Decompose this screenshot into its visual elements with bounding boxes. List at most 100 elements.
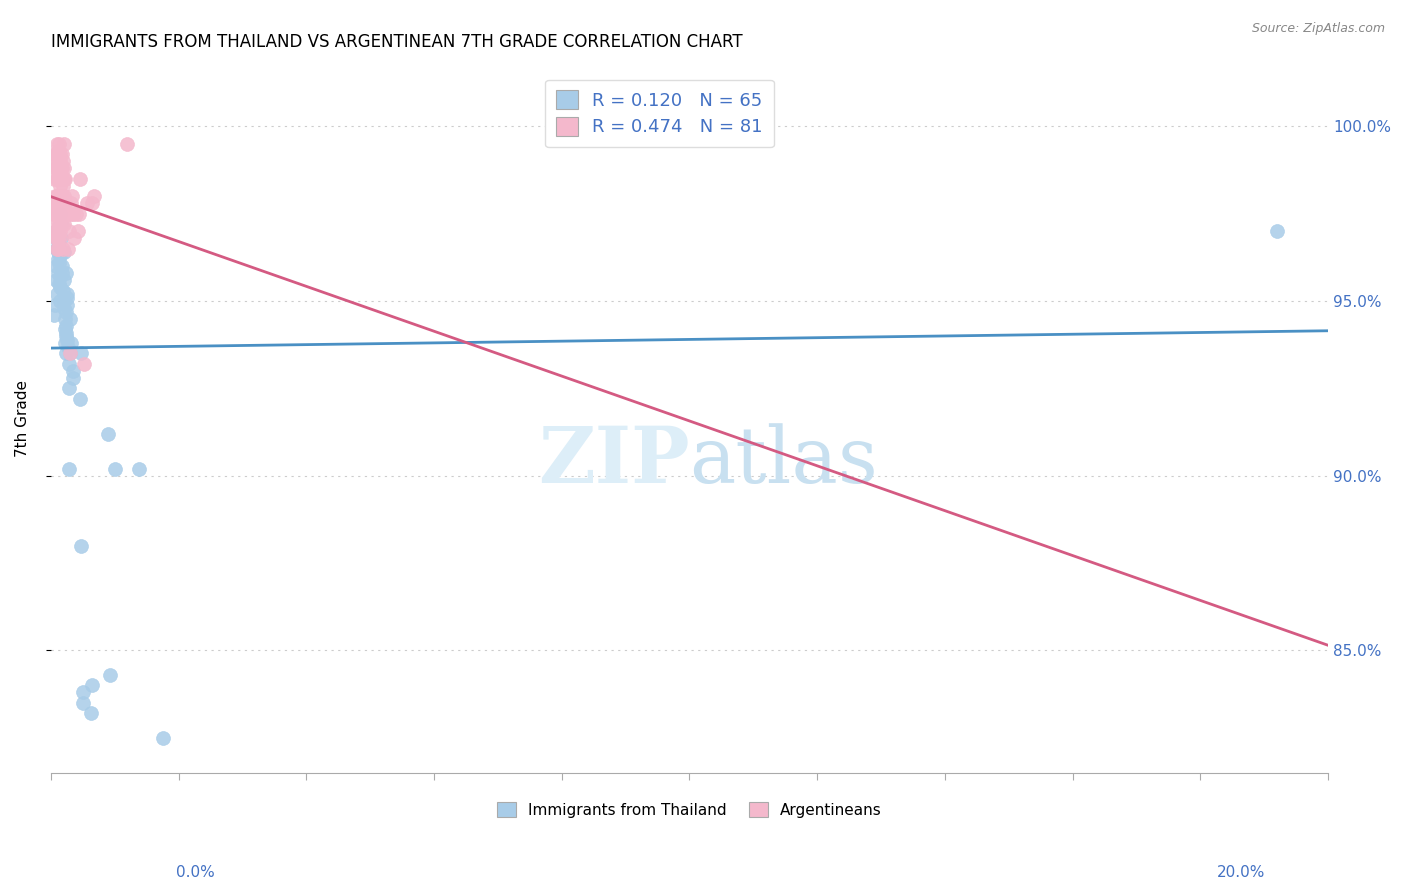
Point [56, 242, 79, 256]
Point [55, 207, 77, 221]
Point [45, 161, 67, 176]
Point [49, 224, 72, 238]
Point [49, 196, 72, 211]
Point [49, 280, 72, 294]
Point [67, 224, 90, 238]
Point [98, 668, 121, 682]
Point [45, 231, 67, 245]
Point [44, 297, 66, 311]
Point [60, 196, 83, 211]
Point [80, 706, 103, 721]
Point [152, 731, 174, 745]
Point [72, 696, 94, 710]
Point [46, 242, 69, 256]
Point [49, 231, 72, 245]
Point [51, 266, 73, 280]
Point [42, 171, 65, 186]
Point [82, 678, 104, 692]
Point [46, 147, 69, 161]
Point [48, 207, 70, 221]
Point [48, 217, 70, 231]
Point [55, 329, 77, 343]
Point [44, 147, 66, 161]
Point [1265, 224, 1288, 238]
Point [53, 189, 76, 203]
Point [58, 224, 80, 238]
Point [59, 311, 82, 326]
Point [48, 245, 70, 260]
Point [48, 255, 70, 269]
Point [58, 357, 80, 371]
Point [76, 196, 98, 211]
Point [49, 231, 72, 245]
Point [46, 266, 69, 280]
Point [42, 207, 65, 221]
Point [46, 196, 69, 211]
Point [51, 171, 73, 186]
Point [51, 161, 73, 176]
Point [48, 235, 70, 249]
Point [42, 196, 65, 211]
Point [49, 161, 72, 176]
Point [55, 346, 77, 360]
Point [52, 154, 75, 169]
Point [46, 189, 69, 203]
Legend: Immigrants from Thailand, Argentineans: Immigrants from Thailand, Argentineans [489, 794, 890, 825]
Point [49, 207, 72, 221]
Point [49, 217, 72, 231]
Point [53, 273, 76, 287]
Point [49, 269, 72, 284]
Point [59, 336, 82, 351]
Point [45, 171, 67, 186]
Point [56, 333, 79, 347]
Point [46, 213, 69, 227]
Point [55, 266, 77, 280]
Point [56, 339, 79, 353]
Point [44, 189, 66, 203]
Point [56, 287, 79, 301]
Point [45, 287, 67, 301]
Point [51, 147, 73, 161]
Point [46, 161, 69, 176]
Point [69, 171, 91, 186]
Point [56, 297, 79, 311]
Point [45, 273, 67, 287]
Point [55, 304, 77, 318]
Point [117, 136, 139, 151]
Point [46, 231, 69, 245]
Point [55, 318, 77, 333]
Point [49, 178, 72, 193]
Point [46, 242, 69, 256]
Point [42, 308, 65, 322]
Point [45, 259, 67, 273]
Point [52, 245, 75, 260]
Point [51, 207, 73, 221]
Point [53, 196, 76, 211]
Point [51, 189, 73, 203]
Point [48, 189, 70, 203]
Point [60, 189, 83, 203]
Point [55, 326, 77, 340]
Point [46, 171, 69, 186]
Point [46, 252, 69, 267]
Point [49, 189, 72, 203]
Point [48, 189, 70, 203]
Point [46, 242, 69, 256]
Point [53, 336, 76, 351]
Point [51, 259, 73, 273]
Point [52, 196, 75, 211]
Point [48, 161, 70, 176]
Point [45, 224, 67, 238]
Point [45, 207, 67, 221]
Point [46, 154, 69, 169]
Point [53, 301, 76, 315]
Point [52, 207, 75, 221]
Text: IMMIGRANTS FROM THAILAND VS ARGENTINEAN 7TH GRADE CORRELATION CHART: IMMIGRANTS FROM THAILAND VS ARGENTINEAN … [51, 33, 742, 51]
Point [45, 242, 67, 256]
Point [52, 242, 75, 256]
Point [48, 231, 70, 245]
Point [45, 231, 67, 245]
Point [49, 147, 72, 161]
Point [52, 171, 75, 186]
Point [49, 171, 72, 186]
